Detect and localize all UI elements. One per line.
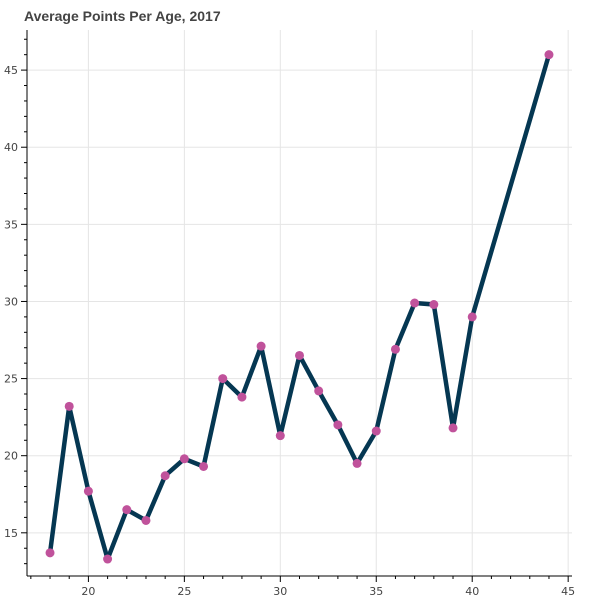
data-point xyxy=(218,374,228,384)
data-point xyxy=(160,471,170,481)
data-point xyxy=(83,486,93,496)
data-point xyxy=(448,423,458,433)
data-point xyxy=(64,401,74,411)
y-tick-label: 45 xyxy=(4,64,18,77)
axes: 20 25 30 35 40 45 15 20 25 30 35 40 45 xyxy=(4,30,575,598)
series-average-points xyxy=(45,50,554,564)
grid xyxy=(27,30,572,576)
data-point xyxy=(141,515,151,525)
y-tick-label: 35 xyxy=(4,218,18,231)
data-point xyxy=(352,458,362,468)
x-tick-label: 25 xyxy=(177,585,191,598)
y-tick-label: 20 xyxy=(4,450,18,463)
data-point xyxy=(390,344,400,354)
data-point xyxy=(410,298,420,308)
data-point xyxy=(103,554,113,564)
data-point xyxy=(467,312,477,322)
series-line xyxy=(47,52,552,562)
data-point xyxy=(179,454,189,464)
x-tick-label: 35 xyxy=(369,585,383,598)
x-tick-label: 30 xyxy=(273,585,287,598)
y-tick-label: 30 xyxy=(4,295,18,308)
data-point xyxy=(371,426,381,436)
data-point xyxy=(122,505,132,515)
data-point xyxy=(295,350,304,360)
y-tick-label: 25 xyxy=(4,373,18,386)
y-tick-label: 40 xyxy=(4,141,18,154)
data-point xyxy=(544,50,554,60)
data-point xyxy=(314,386,324,396)
data-point xyxy=(275,431,285,441)
data-point xyxy=(237,392,247,402)
data-point xyxy=(333,420,343,430)
x-tick-label: 40 xyxy=(465,585,479,598)
data-point xyxy=(429,300,439,310)
data-point xyxy=(199,461,209,471)
x-tick-label: 45 xyxy=(561,585,575,598)
chart-title: Average Points Per Age, 2017 xyxy=(24,8,221,24)
y-tick-label: 15 xyxy=(4,527,18,540)
data-point xyxy=(256,341,266,351)
data-point xyxy=(45,548,55,558)
x-tick-label: 20 xyxy=(81,585,95,598)
